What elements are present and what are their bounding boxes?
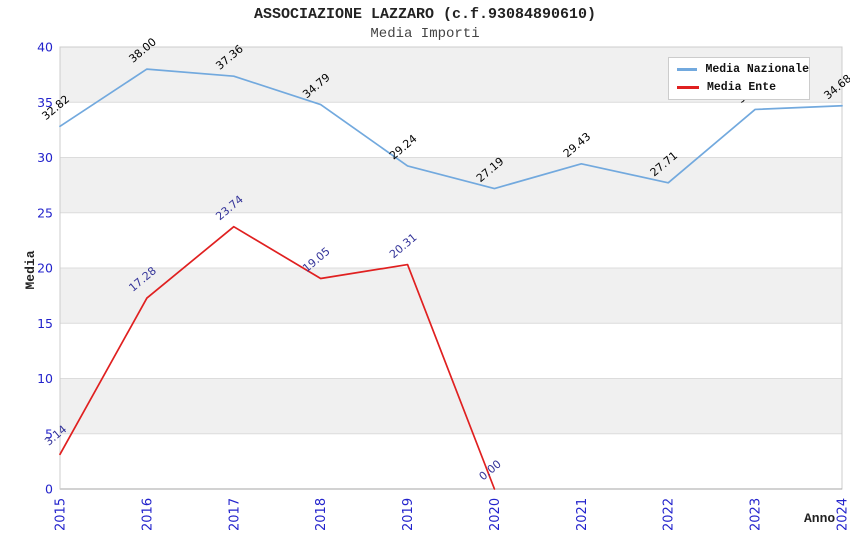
x-tick-label: 2021 [575, 498, 590, 531]
plot-bands [60, 47, 842, 489]
chart-subtitle: Media Importi [370, 26, 480, 42]
y-tick-label: 15 [37, 316, 53, 331]
band [60, 378, 842, 434]
y-tick-label: 0 [45, 482, 53, 497]
x-tick-label: 2024 [836, 498, 850, 531]
x-tick-label: 2015 [54, 498, 69, 531]
legend-item: Media Ente [677, 81, 809, 94]
x-tick-label: 2020 [488, 498, 503, 531]
y-tick-label: 10 [37, 371, 53, 386]
y-tick-label: 35 [37, 95, 53, 110]
y-tick-label: 40 [37, 40, 53, 55]
band [60, 157, 842, 213]
x-tick-label: 2016 [140, 498, 155, 531]
x-tick-label: 2023 [749, 498, 764, 531]
x-axis-title: Anno [804, 511, 836, 526]
legend-label: Media Nazionale [705, 63, 809, 76]
legend-item: Media Nazionale [677, 63, 809, 76]
legend-swatch-media-nazionale [677, 68, 698, 71]
legend: Media Nazionale Media Ente [668, 57, 810, 100]
x-tick-label: 2018 [314, 498, 329, 531]
series-line-media-ente [59, 225, 496, 490]
legend-swatch-media-ente [677, 86, 699, 89]
x-tick-label: 2017 [227, 498, 242, 531]
legend-label: Media Ente [707, 81, 777, 94]
y-tick-label: 5 [45, 426, 53, 441]
x-tick-label: 2019 [401, 498, 416, 531]
series-line-media-nazionale [59, 68, 843, 190]
band [60, 212, 842, 268]
y-tick-label: 25 [37, 205, 53, 220]
x-tick-label: 2022 [662, 498, 677, 531]
y-tick-labels: 0 5 10 15 20 25 30 35 40 [37, 40, 53, 497]
band [60, 323, 842, 379]
band [60, 433, 842, 489]
y-axis-title: Media [23, 250, 38, 290]
y-tick-label: 30 [37, 150, 53, 165]
x-tick-labels: 2015 2016 2017 2018 2019 2020 2021 2022 2023 2024 [54, 498, 850, 531]
band [60, 102, 842, 158]
y-tick-label: 20 [37, 261, 53, 276]
chart-title: ASSOCIAZIONE LAZZARO (c.f.93084890610) [253, 6, 597, 23]
band [60, 268, 842, 324]
gridlines [60, 101, 842, 435]
